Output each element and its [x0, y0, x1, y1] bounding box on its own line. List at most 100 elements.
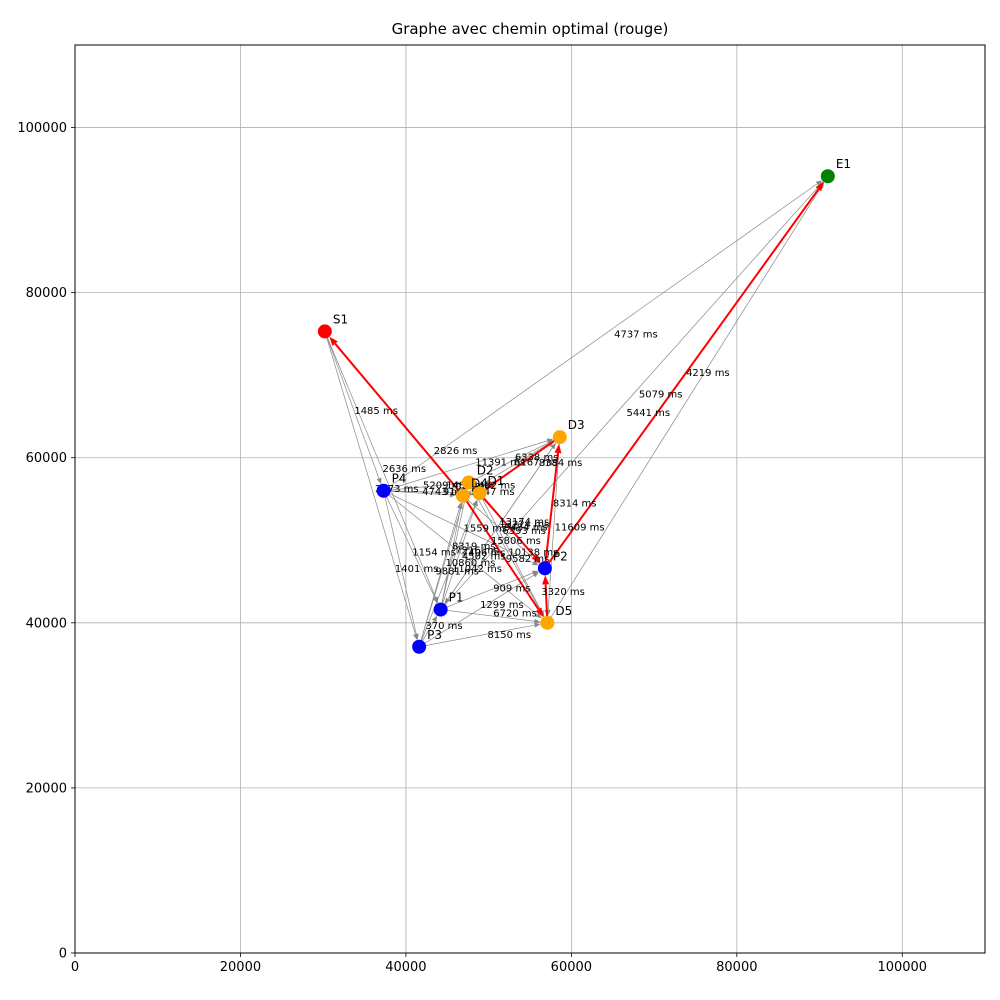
edge [447, 436, 561, 600]
node-s1 [317, 324, 332, 339]
edge-arrowhead [473, 499, 478, 507]
edge-arrowhead [413, 633, 419, 640]
edge [383, 490, 436, 599]
edge-label: 3320 ms [541, 587, 585, 598]
edge-label: 15806 ms [491, 536, 541, 547]
edge-arrowhead [815, 180, 823, 186]
edge-label: 8150 ms [488, 630, 532, 641]
x-tick-label: 0 [71, 960, 79, 975]
edge [383, 490, 534, 564]
edge-label: 11609 ms [555, 523, 605, 534]
edge-label: 2636 ms [382, 464, 426, 475]
edge [324, 331, 380, 479]
node-p4 [376, 483, 391, 498]
y-tick-label: 100000 [17, 121, 67, 136]
edge-label: 909 ms [493, 584, 530, 595]
edge-arrowhead [444, 597, 451, 604]
optimal-edge-arrowhead [815, 181, 824, 192]
edge [383, 490, 451, 496]
edge-label: 4502 ms [462, 551, 506, 562]
edge [547, 437, 561, 610]
edge-label: 6393 ms [502, 526, 546, 537]
edge-arrowhead [534, 622, 541, 628]
optimal-edge [478, 492, 536, 557]
edge-label: 4743 ms [422, 487, 466, 498]
edge-label: 5247 ms [471, 487, 515, 498]
optimal-edge-arrowhead [485, 481, 495, 490]
node-label-d5: D5 [555, 604, 572, 618]
edge [462, 495, 536, 560]
node-p3 [412, 639, 427, 654]
edge-label: 8319 ms [452, 542, 496, 553]
edge-label: 2826 ms [434, 446, 478, 457]
edge [324, 331, 436, 598]
edge-label: 1299 ms [480, 600, 524, 611]
optimal-edge [543, 452, 559, 569]
node-label-p1: P1 [449, 591, 464, 605]
edge-label: 1154 ms [412, 547, 456, 558]
node-label-e1: E1 [836, 157, 851, 171]
optimal-edge [544, 188, 820, 569]
edge-label: 10138 ms [508, 547, 558, 558]
optimal-edge-arrowhead [554, 444, 562, 454]
edge [383, 483, 456, 492]
edge [440, 495, 467, 610]
edge-arrowhead [431, 615, 438, 623]
y-tick-label: 40000 [26, 616, 67, 631]
edge-label: 1485 ms [354, 406, 398, 417]
edge [383, 490, 417, 635]
optimal-edge [462, 495, 540, 611]
edge-label: 11042 ms [452, 564, 502, 575]
node-e1 [820, 169, 835, 184]
node-label-d1: D1 [488, 474, 505, 488]
edge-label: 6167 ms [514, 457, 558, 468]
node-label-s1: S1 [333, 312, 348, 326]
edge-arrowhead [449, 492, 457, 498]
edge-label: 1401 ms [395, 564, 439, 575]
edge [440, 508, 461, 610]
optimal-edge-arrowhead [531, 553, 541, 564]
optimal-edge [492, 436, 561, 485]
node-p1 [433, 602, 448, 617]
y-tick-label: 0 [59, 947, 67, 962]
edge-label: 13174 ms [499, 517, 549, 528]
edge [383, 183, 818, 492]
node-d2 [461, 475, 476, 490]
chart-title: Graphe avec chemin optimal (rouge) [392, 20, 669, 38]
edge-label: 1559 ms [464, 523, 508, 534]
node-label-d3: D3 [568, 418, 585, 432]
edge-label: 5079 ms [639, 390, 683, 401]
edge [418, 494, 466, 647]
edge-label: 370 ms [425, 621, 462, 632]
edge-arrowhead [534, 618, 541, 624]
edge-label: 5441 ms [627, 408, 671, 419]
x-tick-label: 20000 [220, 960, 261, 975]
y-tick-label: 80000 [26, 286, 67, 301]
edge-arrowhead [532, 560, 539, 566]
optimal-edge [334, 343, 464, 497]
edge [419, 624, 535, 648]
optimal-edge-arrowhead [329, 336, 338, 346]
edge-arrowhead [458, 502, 463, 509]
edge-label: 9582 ms [506, 554, 550, 565]
edge [468, 482, 542, 612]
edge-label: 13224 ms [499, 519, 549, 530]
node-d4 [455, 488, 470, 503]
node-label-p4: P4 [392, 472, 407, 486]
edge [468, 442, 549, 483]
edge-arrowhead [535, 612, 542, 619]
edge-label: 4219 ms [686, 368, 730, 379]
x-tick-label: 60000 [551, 960, 592, 975]
edge-label: 8314 ms [553, 499, 597, 510]
x-tick-label: 80000 [716, 960, 757, 975]
node-d3 [552, 430, 567, 445]
edge-label: 6338 ms [515, 452, 559, 463]
edge-arrowhead [455, 481, 462, 487]
optimal-path [329, 181, 824, 623]
axes: 0 20000 40000 60000 80000 100000 0 20000 40000 60… [17, 44, 986, 975]
edge [440, 609, 535, 622]
